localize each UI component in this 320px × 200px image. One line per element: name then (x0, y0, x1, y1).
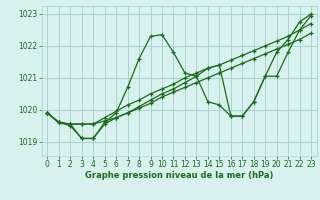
X-axis label: Graphe pression niveau de la mer (hPa): Graphe pression niveau de la mer (hPa) (85, 171, 273, 180)
